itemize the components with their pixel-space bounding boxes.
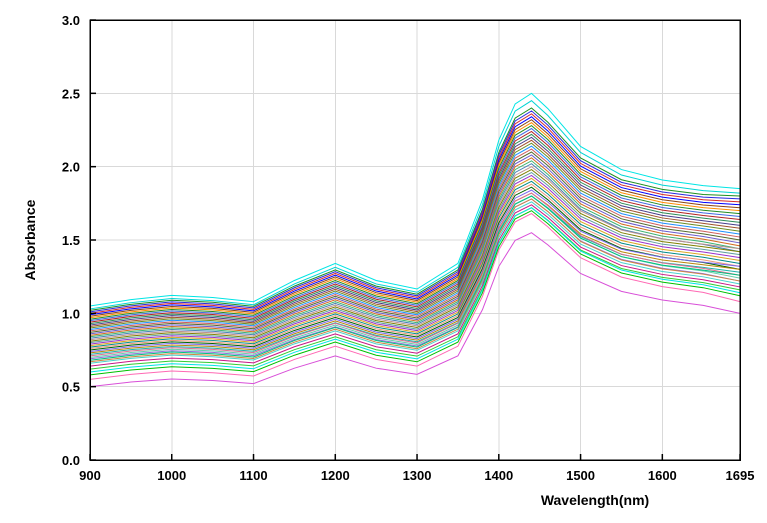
x-tick-label: 1000 <box>157 468 186 483</box>
x-tick-label: 1695 <box>726 468 755 483</box>
y-tick-label: 2.0 <box>62 160 80 175</box>
y-tick-label: 2.5 <box>62 86 80 101</box>
y-axis-label: Absorbance <box>22 199 38 280</box>
spectral-chart: 900 1000 1100 1200 1300 1400 1500 1600 1695 0.0 0.… <box>0 0 767 523</box>
y-tick-label: 0.0 <box>62 453 80 468</box>
x-tick-label: 1600 <box>648 468 677 483</box>
y-tick-label: 1.0 <box>62 306 80 321</box>
y-tick-label: 3.0 <box>62 13 80 28</box>
x-tick-label: 1100 <box>239 468 267 483</box>
x-tick-label: 1500 <box>566 468 595 483</box>
chart-svg: 900 1000 1100 1200 1300 1400 1500 1600 1695 0.0 0.… <box>0 0 767 523</box>
y-tick-label: 1.5 <box>62 233 80 248</box>
y-tick-label: 0.5 <box>62 380 80 395</box>
x-tick-label: 1300 <box>403 468 432 483</box>
x-tick-label: 1400 <box>484 468 513 483</box>
x-tick-label: 1200 <box>321 468 350 483</box>
x-tick-label: 900 <box>79 468 101 483</box>
x-axis-label: Wavelength(nm) <box>541 492 649 508</box>
